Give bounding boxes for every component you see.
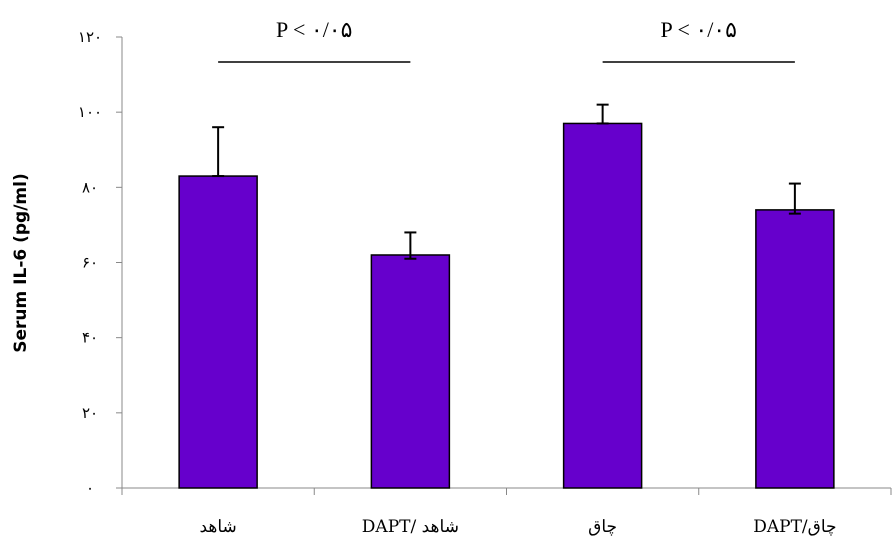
y-tick-label: ۰ (86, 479, 94, 497)
bar (370, 254, 451, 489)
y-tick-label: ۲۰ (82, 404, 98, 422)
significance-label: P < ۰/۰۵ (661, 17, 737, 42)
y-axis-title: Serum IL-6 (pg/ml) (11, 173, 31, 352)
y-tick-label: ۶۰ (82, 254, 98, 272)
x-tick-label: DAPT/چاق (753, 517, 836, 537)
y-tick-label: ۱۰۰ (78, 103, 102, 121)
x-tick-label: چاق (588, 517, 617, 537)
bar (178, 175, 258, 489)
x-tick-label: DAPT/ شاهد (362, 517, 459, 537)
plot-area: ۰ ۲۰ ۴۰ ۶۰ ۸۰ ۱۰۰ ۱۲۰ شاهد DAPT/ شاهد چاق DAPT/چاق… (78, 17, 892, 537)
bar (562, 122, 643, 489)
x-tick-label: شاهد (199, 517, 236, 537)
y-tick-label: ۸۰ (82, 178, 98, 196)
significance-label: P < ۰/۰۵ (276, 17, 352, 42)
y-tick-label: ۱۲۰ (78, 28, 102, 46)
y-tick-label: ۴۰ (82, 329, 98, 347)
bar (755, 209, 835, 489)
